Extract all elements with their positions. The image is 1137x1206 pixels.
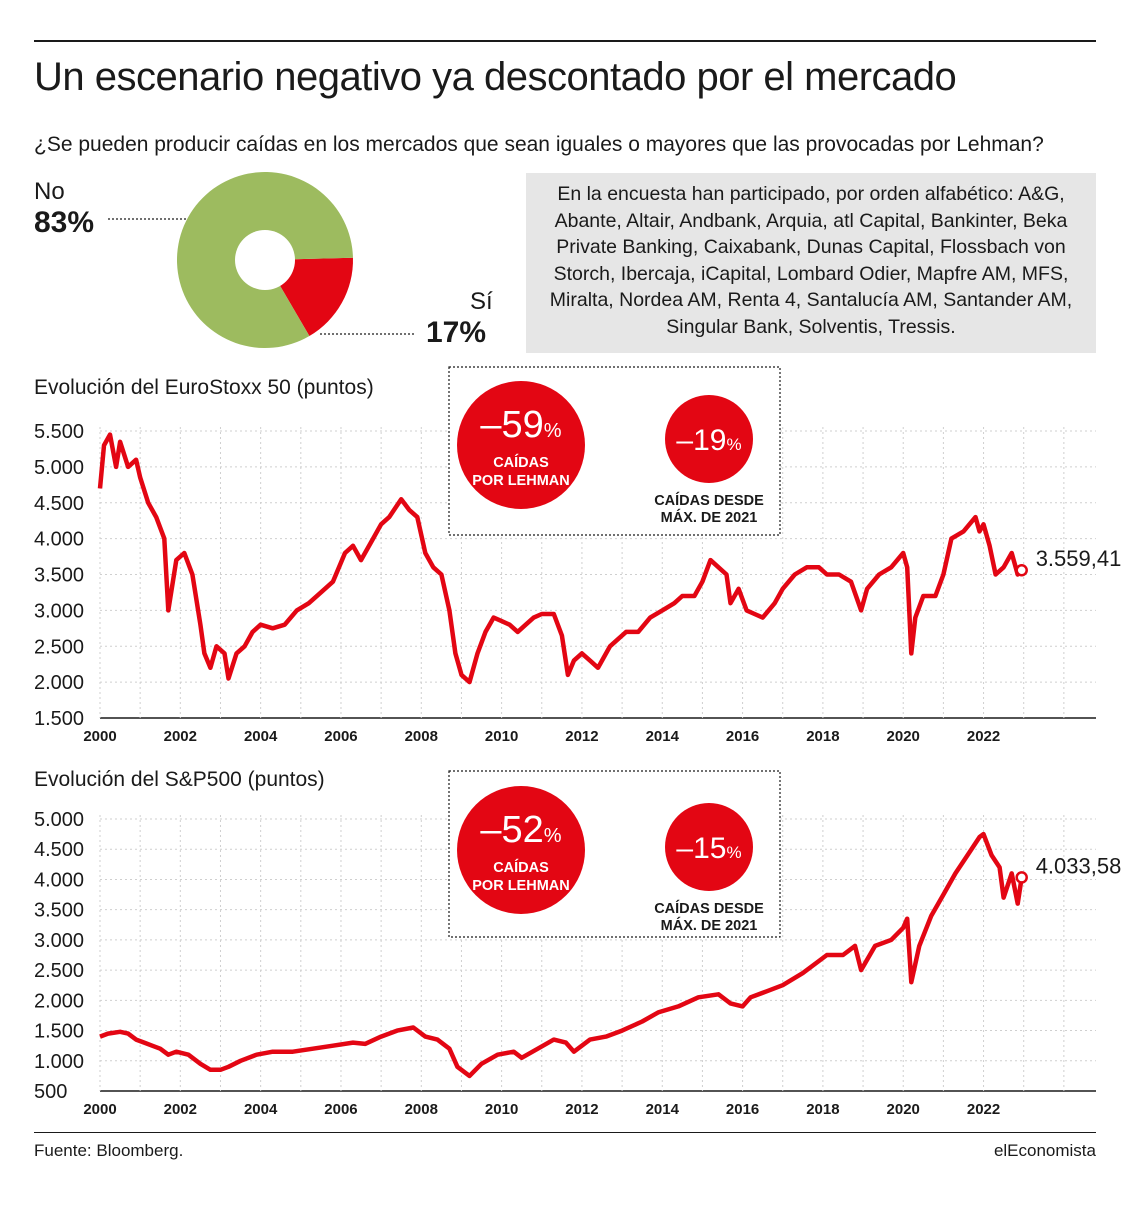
- chart-title-eurostoxx: Evolución del EuroStoxx 50 (puntos): [34, 376, 374, 399]
- y-tick-label: 2.500: [34, 960, 84, 982]
- x-tick-label: 2012: [565, 1101, 598, 1118]
- x-tick-label: 2014: [646, 728, 680, 745]
- source-note: Fuente: Bloomberg.: [34, 1141, 184, 1160]
- pie-chart: [108, 172, 415, 348]
- max2021-drop-value: –19%: [676, 424, 741, 457]
- y-tick-label: 4.000: [34, 529, 84, 551]
- survey-participants-box: En la encuesta han participado, por orde…: [526, 173, 1096, 353]
- y-tick-label: 1.500: [34, 1021, 84, 1043]
- last-value-label: 3.559,41: [1036, 546, 1122, 571]
- lehman-drop-caption: CAÍDAS: [493, 859, 549, 876]
- x-tick-label: 2016: [726, 1101, 759, 1118]
- bottom-rule: [34, 1132, 1096, 1133]
- eurostoxx-line-chart: 5.500 5.000 4.500 4.000 3.500 3.000 2.500 2.000…: [34, 366, 1122, 745]
- y-tick-label: 500: [34, 1081, 67, 1103]
- max2021-drop-caption: CAÍDAS DESDE: [654, 900, 764, 917]
- x-tick-label: 2008: [405, 1101, 438, 1118]
- brand-logo: elEconomista: [993, 1141, 1096, 1160]
- max2021-drop-circle: [665, 395, 753, 483]
- max2021-drop-circle: [665, 803, 753, 891]
- pie-si-percentage: 17%: [426, 316, 487, 349]
- pie-hole: [235, 230, 295, 290]
- y-tick-label: 3.500: [34, 565, 84, 587]
- pie-no-label: No: [34, 178, 65, 205]
- x-tick-label: 2006: [324, 1101, 357, 1118]
- series-line: [99, 831, 1024, 1079]
- last-value-label: 4.033,58: [1036, 853, 1122, 878]
- x-tick-label: 2020: [887, 728, 920, 745]
- lehman-drop-caption: CAÍDAS: [493, 454, 549, 471]
- x-tick-label: 2010: [485, 728, 518, 745]
- x-tick-label: 2006: [324, 728, 357, 745]
- pie-si-label: Sí: [470, 288, 493, 315]
- lehman-drop-value: –52%: [480, 809, 561, 851]
- lehman-drop-caption: POR LEHMAN: [472, 473, 569, 489]
- max2021-drop-value: –15%: [676, 832, 741, 865]
- max2021-drop-caption: MÁX. DE 2021: [661, 917, 758, 934]
- series-line: [97, 432, 1024, 685]
- chart-title-sp500: Evolución del S&P500 (puntos): [34, 768, 325, 791]
- y-tick-label: 3.000: [34, 600, 84, 622]
- y-tick-label: 5.500: [34, 421, 84, 443]
- page-title: Un escenario negativo ya descontado por …: [34, 55, 957, 99]
- x-tick-label: 2014: [646, 1101, 680, 1118]
- y-tick-label: 4.500: [34, 493, 84, 515]
- y-tick-label: 3.500: [34, 900, 84, 922]
- x-tick-label: 2002: [164, 1101, 197, 1118]
- x-tick-label: 2018: [806, 1101, 839, 1118]
- x-tick-label: 2002: [164, 728, 197, 745]
- y-tick-label: 2.000: [34, 990, 84, 1012]
- y-tick-label: 5.000: [34, 457, 84, 479]
- lehman-drop-circle: [457, 381, 585, 509]
- y-tick-label: 1.000: [34, 1051, 84, 1073]
- y-tick-label: 2.500: [34, 636, 84, 658]
- max2021-drop-caption: CAÍDAS DESDE: [654, 492, 764, 509]
- x-tick-label: 2018: [806, 728, 839, 745]
- x-tick-label: 2000: [83, 1101, 116, 1118]
- x-tick-label: 2016: [726, 728, 759, 745]
- last-value-marker: [1015, 563, 1028, 577]
- y-tick-label: 4.000: [34, 869, 84, 891]
- y-tick-label: 5.000: [34, 809, 84, 831]
- x-tick-label: 2022: [967, 728, 1000, 745]
- y-tick-label: 1.500: [34, 708, 84, 730]
- x-tick-label: 2000: [83, 728, 116, 745]
- sp500-line-chart: 5.000 4.500 4.000 3.500 3.000 2.500 2.000 1.500…: [34, 770, 1122, 1118]
- x-tick-label: 2020: [887, 1101, 920, 1118]
- x-tick-label: 2012: [565, 728, 598, 745]
- lehman-drop-circle: [457, 786, 585, 914]
- x-tick-label: 2022: [967, 1101, 1000, 1118]
- max2021-drop-caption: MÁX. DE 2021: [661, 509, 758, 526]
- pie-no-percentage: 83%: [34, 206, 95, 239]
- lehman-drop-caption: POR LEHMAN: [472, 878, 569, 894]
- top-rule: [34, 40, 1096, 42]
- last-value-marker: [1015, 871, 1028, 884]
- x-tick-label: 2004: [244, 1101, 278, 1118]
- y-tick-label: 3.000: [34, 930, 84, 952]
- x-tick-label: 2010: [485, 1101, 518, 1118]
- lehman-drop-value: –59%: [480, 404, 561, 446]
- y-tick-label: 2.000: [34, 672, 84, 694]
- x-tick-label: 2008: [405, 728, 438, 745]
- x-tick-label: 2004: [244, 728, 278, 745]
- y-tick-label: 4.500: [34, 839, 84, 861]
- page-subtitle: ¿Se pueden producir caídas en los mercad…: [34, 133, 1044, 156]
